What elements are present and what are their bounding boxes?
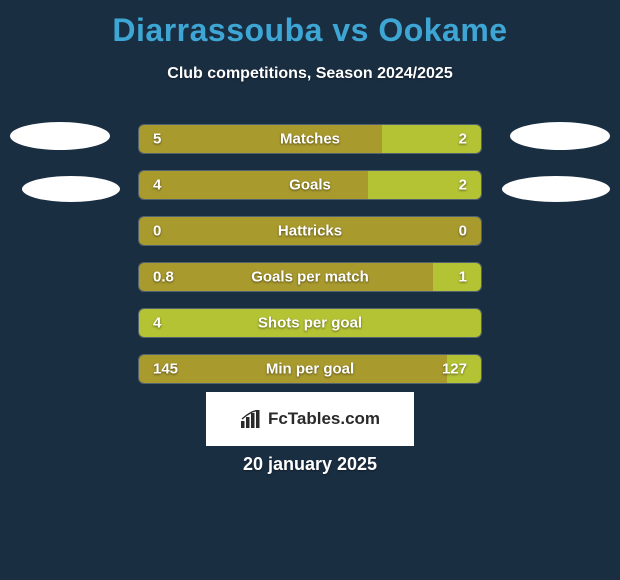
stat-label: Goals bbox=[289, 177, 331, 194]
stat-value-right: 0 bbox=[459, 223, 467, 240]
stat-bar: 145 127 Min per goal bbox=[138, 354, 482, 384]
stat-label: Goals per match bbox=[251, 269, 369, 286]
stat-value-right: 2 bbox=[459, 177, 467, 194]
stat-label: Shots per goal bbox=[258, 315, 362, 332]
stat-label: Hattricks bbox=[278, 223, 342, 240]
stat-value-right: 2 bbox=[459, 131, 467, 148]
stat-bar: 0 0 Hattricks bbox=[138, 216, 482, 246]
date-label: 20 january 2025 bbox=[243, 454, 377, 475]
stat-value-left: 4 bbox=[153, 177, 161, 194]
stat-value-left: 5 bbox=[153, 131, 161, 148]
stat-value-right: 127 bbox=[442, 361, 467, 378]
fctables-icon bbox=[240, 410, 262, 428]
stat-value-left: 145 bbox=[153, 361, 178, 378]
stat-bar-segment-left bbox=[139, 125, 382, 153]
stat-value-left: 0.8 bbox=[153, 269, 174, 286]
stat-value-left: 4 bbox=[153, 315, 161, 332]
stat-bar: 5 2 Matches bbox=[138, 124, 482, 154]
branding-text: FcTables.com bbox=[268, 409, 380, 429]
branding: FcTables.com bbox=[206, 392, 414, 446]
stat-value-right: 1 bbox=[459, 269, 467, 286]
page-title: Diarrassouba vs Ookame bbox=[0, 0, 620, 49]
player2-badge-placeholder bbox=[502, 176, 610, 202]
stat-bar-segment-left bbox=[139, 171, 368, 199]
stat-bar-segment-right bbox=[433, 263, 481, 291]
stat-label: Min per goal bbox=[266, 361, 354, 378]
stat-label: Matches bbox=[280, 131, 340, 148]
player1-avatar-placeholder bbox=[10, 122, 110, 150]
player1-badge-placeholder bbox=[22, 176, 120, 202]
subtitle: Club competitions, Season 2024/2025 bbox=[0, 65, 620, 83]
stat-bar: 4 2 Goals bbox=[138, 170, 482, 200]
stat-bar: 0.8 1 Goals per match bbox=[138, 262, 482, 292]
stat-value-left: 0 bbox=[153, 223, 161, 240]
stat-bars: 5 2 Matches 4 2 Goals 0 0 Hattricks 0.8 1 Goals per… bbox=[138, 124, 482, 400]
player2-avatar-placeholder bbox=[510, 122, 610, 150]
stat-bar: 4 Shots per goal bbox=[138, 308, 482, 338]
